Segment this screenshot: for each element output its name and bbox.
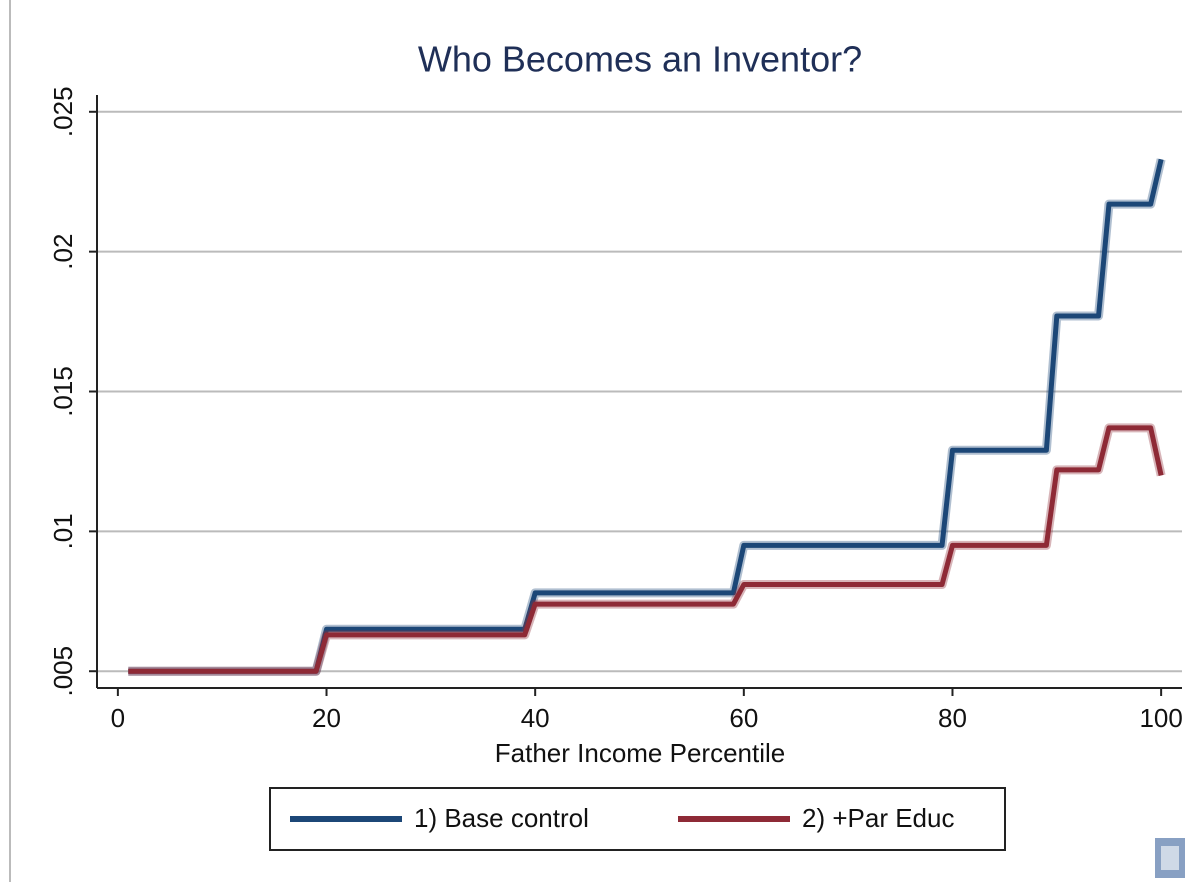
y-tick-label: .025 <box>48 86 78 137</box>
logo-icon <box>1155 838 1185 878</box>
y-tick-label: .015 <box>48 366 78 417</box>
x-tick-label: 80 <box>938 703 967 733</box>
legend-box <box>269 787 1006 851</box>
y-tick-label: .005 <box>48 646 78 697</box>
y-tick-label: .01 <box>48 513 78 549</box>
chart-title: Who Becomes an Inventor? <box>418 39 862 80</box>
x-tick-label: 20 <box>312 703 341 733</box>
x-tick-label: 60 <box>729 703 758 733</box>
x-tick-label: 40 <box>521 703 550 733</box>
x-tick-label: 0 <box>111 703 125 733</box>
y-tick-label: .02 <box>48 234 78 270</box>
legend-label: 2) +Par Educ <box>802 803 954 833</box>
series-line <box>128 158 1164 674</box>
legend-label: 1) Base control <box>414 803 589 833</box>
x-tick-label: 100 <box>1139 703 1182 733</box>
series-halo <box>128 423 1166 676</box>
x-axis-label: Father Income Percentile <box>495 738 785 768</box>
series-line <box>128 425 1164 674</box>
